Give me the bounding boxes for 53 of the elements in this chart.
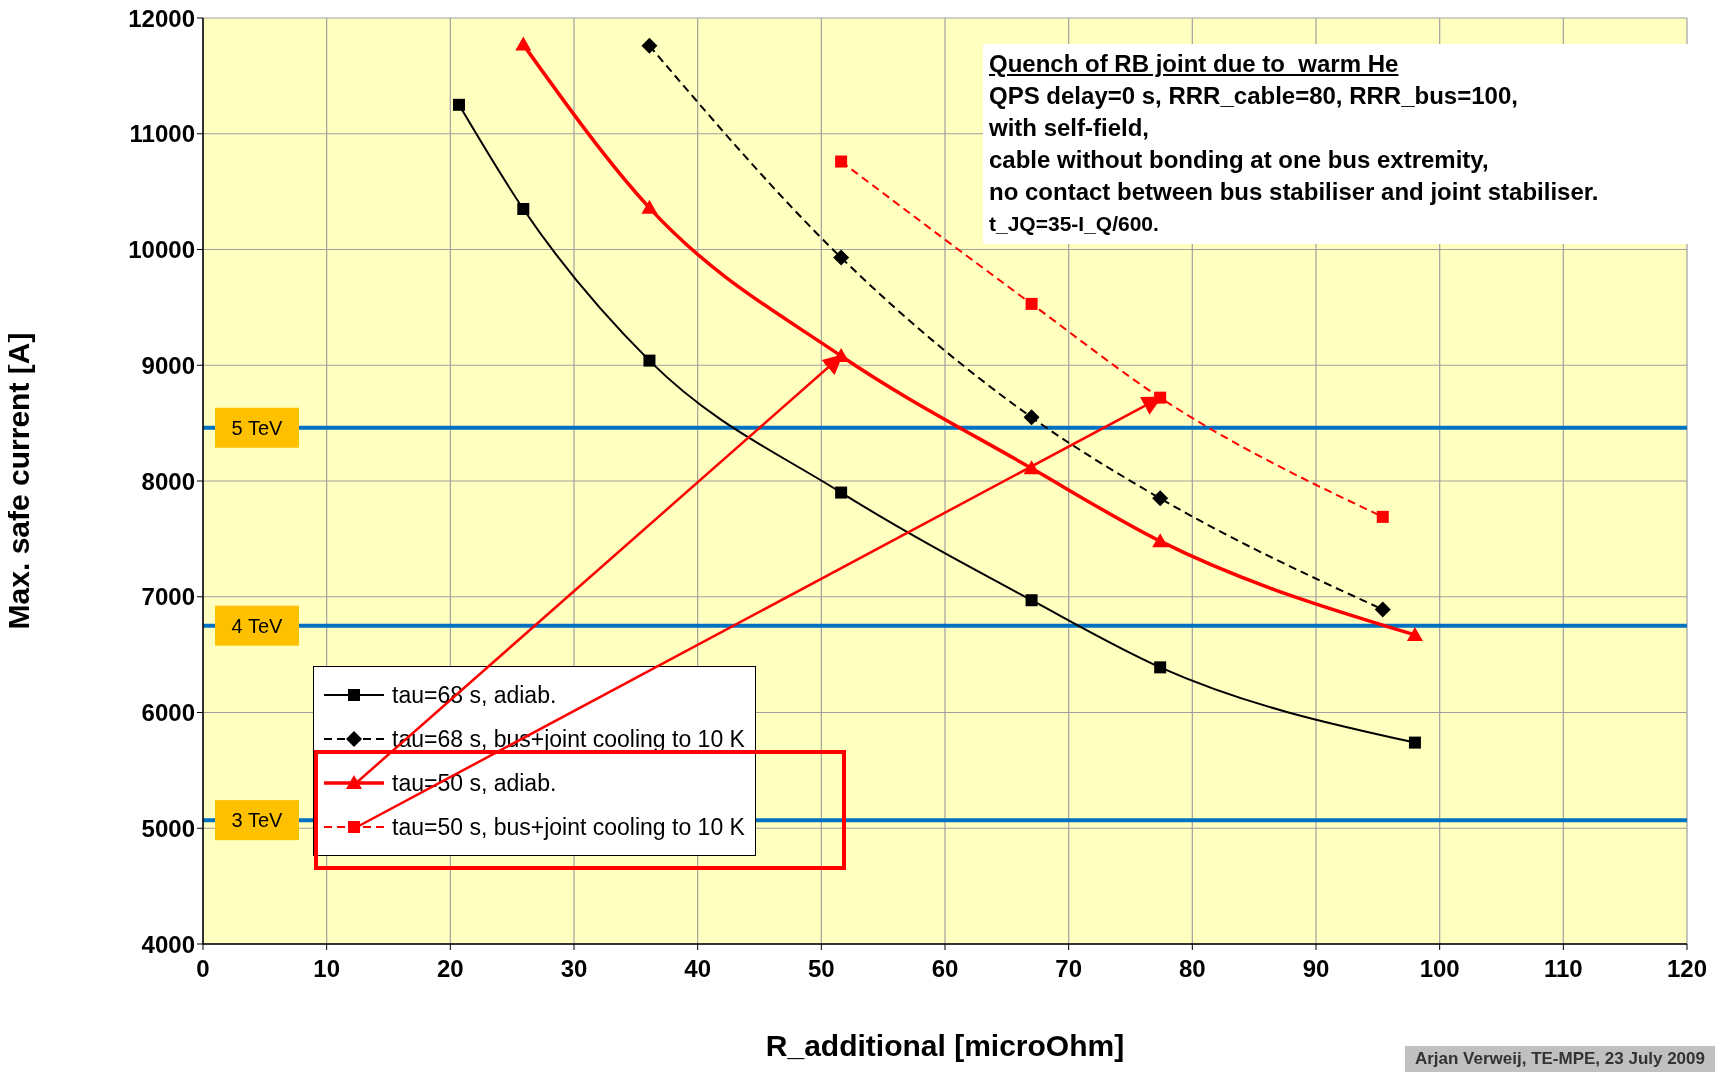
x-tick-label: 30: [560, 955, 588, 983]
point: [643, 354, 656, 367]
point: [1374, 601, 1391, 618]
annotation: QPS delay=0 s, RRR_cable=80, RRR_bus=100,: [989, 81, 1519, 111]
y-tick-label: 5000: [141, 814, 195, 842]
x-tick-label: 0: [196, 955, 210, 983]
y-tick-label: 10000: [128, 236, 195, 264]
point: [1023, 409, 1040, 426]
y-tick-label: 12000: [128, 4, 195, 32]
legend-label: tau=50 s, bus+joint cooling to 10 K: [392, 813, 745, 841]
point: [1154, 661, 1167, 674]
point: [1152, 490, 1169, 507]
ref-line-label: 4 TeV: [231, 614, 284, 637]
annotation: Quench of RB joint due to warm He: [989, 49, 1400, 79]
point: [1376, 510, 1389, 523]
point: [835, 486, 848, 499]
y-tick-label: 4000: [141, 930, 195, 958]
point: [1408, 736, 1421, 749]
x-tick-label: 100: [1419, 955, 1460, 983]
y-tick-label: 7000: [141, 583, 195, 611]
y-tick-label: 6000: [141, 699, 195, 727]
x-tick-label: 90: [1302, 955, 1330, 983]
x-tick-label: 120: [1666, 955, 1708, 983]
point: [1152, 533, 1169, 548]
x-axis-title: R_additional [microOhm]: [765, 1029, 1125, 1062]
point: [452, 98, 465, 111]
y-tick-label: 11000: [129, 120, 195, 148]
y-tick-label: 9000: [141, 351, 195, 379]
point: [515, 36, 532, 51]
text: Arjan Verweij, TE-MPE, 23 July 2009: [1404, 1046, 1715, 1072]
x-tick-label: 20: [436, 955, 464, 983]
ref-line-label: 3 TeV: [231, 809, 284, 832]
point: [1025, 594, 1038, 607]
annotation: with self-field,: [989, 113, 1150, 143]
point: [1406, 626, 1423, 641]
x-tick-label: 10: [313, 955, 341, 983]
annotation: cable without bonding at one bus extremity,: [989, 145, 1490, 175]
point: [641, 37, 658, 54]
x-tick-label: 40: [684, 955, 712, 983]
point: [1025, 297, 1038, 310]
point: [835, 155, 848, 168]
ref-line-label: 5 TeV: [231, 416, 284, 439]
x-tick-label: 50: [807, 955, 835, 983]
point: [517, 202, 530, 215]
x-tick-label: 60: [931, 955, 959, 983]
y-tick-label: 8000: [141, 467, 195, 495]
x-tick-label: 110: [1543, 955, 1583, 983]
annotation: t_JQ=35-I_Q/600.: [989, 211, 1160, 237]
annotation: no contact between bus stabiliser and joint stabiliser.: [989, 177, 1600, 207]
x-tick-label: 80: [1178, 955, 1206, 983]
x-tick-label: 70: [1055, 955, 1083, 983]
point: [641, 199, 658, 214]
point: [833, 249, 850, 266]
